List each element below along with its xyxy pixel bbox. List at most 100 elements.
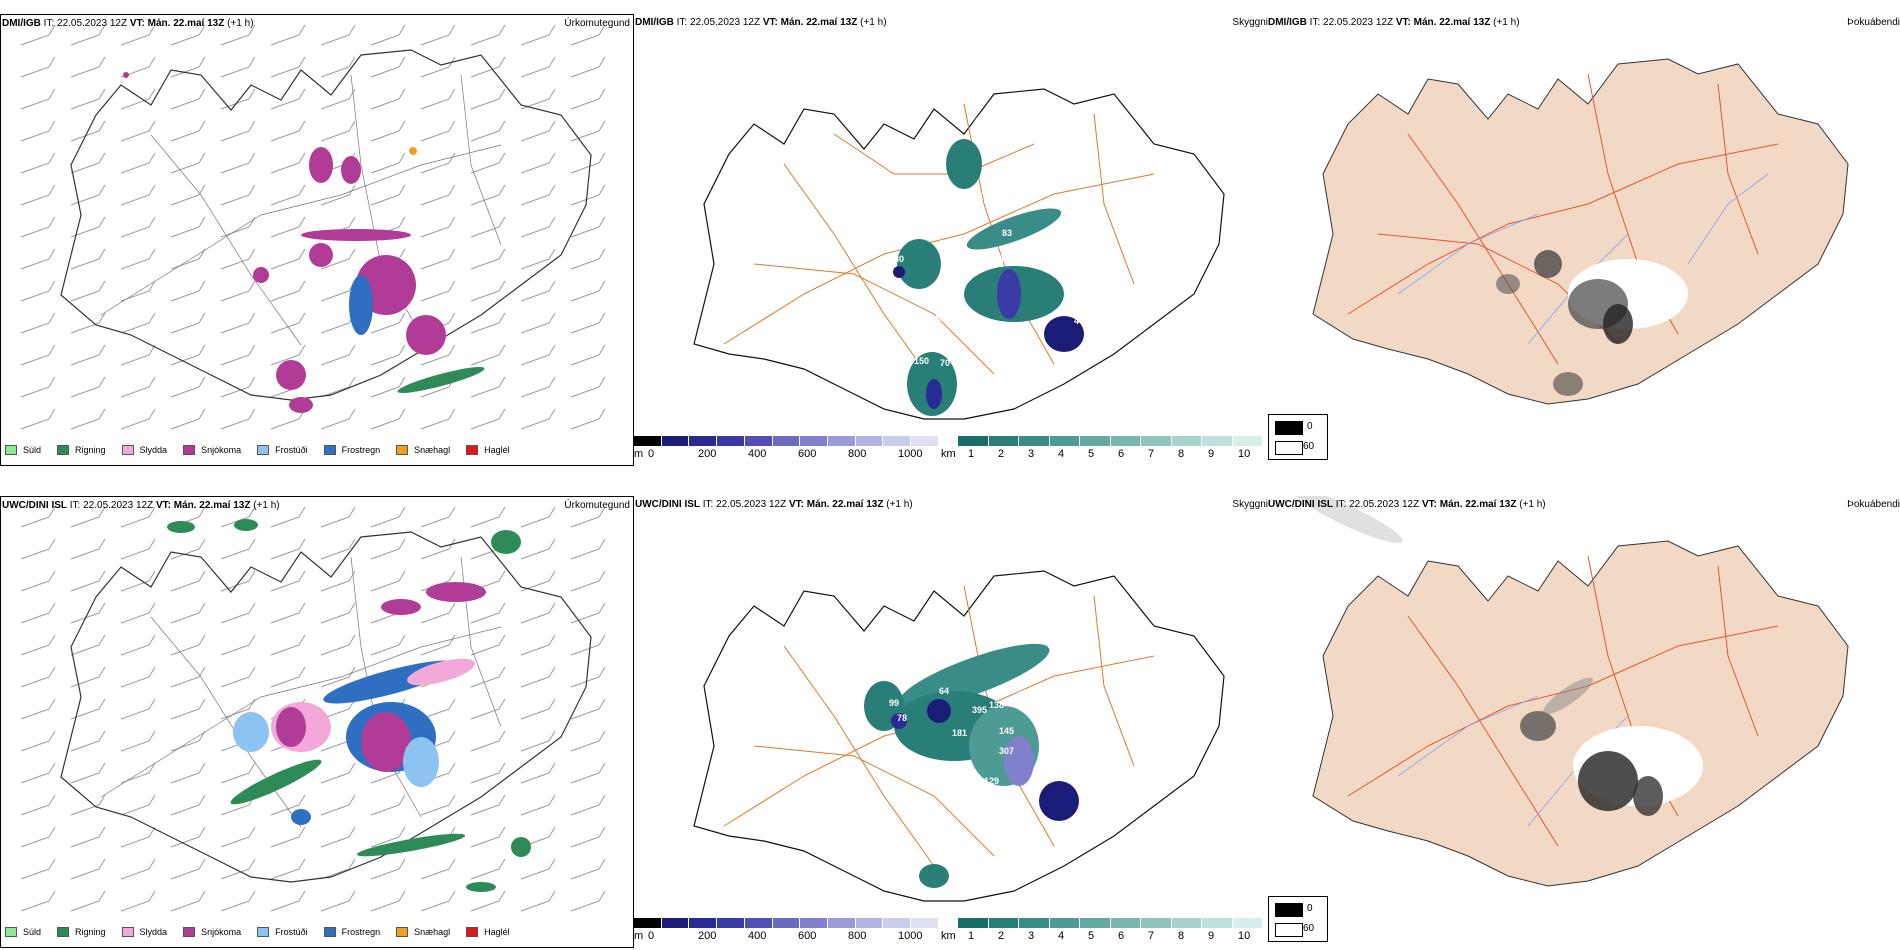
wind-barb bbox=[470, 88, 506, 110]
wind-barb bbox=[170, 762, 206, 784]
wind-barb bbox=[120, 408, 156, 430]
wind-barb bbox=[370, 570, 406, 592]
wind-barb bbox=[170, 826, 206, 848]
wind-barb bbox=[370, 506, 406, 528]
visibility-value: 113 bbox=[916, 336, 931, 346]
wind-barb bbox=[370, 24, 406, 46]
wind-barb bbox=[220, 538, 256, 560]
wind-barb bbox=[520, 858, 556, 880]
colorbar-tick: 7 bbox=[1148, 448, 1155, 460]
wind-barb bbox=[70, 794, 106, 816]
colorbar-tick: 800 bbox=[848, 448, 867, 460]
wind-barb bbox=[370, 344, 406, 366]
wind-barb bbox=[120, 24, 156, 46]
valid-time: Mán. 22.maí 13Z bbox=[173, 500, 251, 511]
wind-barb bbox=[370, 88, 406, 110]
wind-barb bbox=[570, 762, 606, 784]
wind-barb bbox=[170, 666, 206, 688]
wind-barb bbox=[570, 602, 606, 624]
visibility-value: 81 bbox=[976, 186, 986, 196]
wind-barb bbox=[470, 216, 506, 238]
wind-barb bbox=[370, 890, 406, 912]
wind-barb bbox=[370, 184, 406, 206]
colorbar-segment bbox=[661, 436, 690, 446]
legend-swatch bbox=[183, 927, 196, 937]
wind-barb bbox=[20, 152, 56, 174]
wind-barb bbox=[20, 408, 56, 430]
wind-barb bbox=[170, 698, 206, 720]
wind-barb bbox=[570, 538, 606, 560]
wind-barb bbox=[320, 24, 356, 46]
wind-barb bbox=[220, 506, 256, 528]
wind-barb bbox=[220, 88, 256, 110]
visibility-value: 328 bbox=[989, 254, 1004, 264]
wind-barb bbox=[220, 376, 256, 398]
precip-legend: Súld Rigning Slydda Snjókoma Frostúði Frostre… bbox=[5, 445, 526, 455]
lead-time: (+1 h) bbox=[227, 18, 254, 29]
wind-barb bbox=[20, 602, 56, 624]
colorbar-tick: 4 bbox=[1058, 930, 1065, 942]
visibility-labels: 99 64 78 138 159 180 395 145 307 129 13 181 bbox=[889, 656, 1059, 880]
wind-barb bbox=[470, 666, 506, 688]
wind-barb bbox=[20, 344, 56, 366]
wind-barb bbox=[420, 890, 456, 912]
wind-barb bbox=[70, 698, 106, 720]
wind-barb bbox=[20, 88, 56, 110]
wind-barb bbox=[320, 248, 356, 270]
visibility-value: 37 bbox=[882, 242, 892, 252]
wind-barb bbox=[570, 698, 606, 720]
fog-legend: 0 60 bbox=[1268, 896, 1328, 942]
wind-barb bbox=[220, 890, 256, 912]
visibility-value: 78 bbox=[897, 713, 907, 723]
wind-barb bbox=[470, 24, 506, 46]
wind-barb bbox=[470, 506, 506, 528]
fog-high-label: 0 bbox=[1307, 903, 1313, 914]
valid-label: VT: bbox=[1421, 499, 1437, 510]
colorbar-segment bbox=[855, 918, 884, 928]
visibility-km-colorbar bbox=[958, 918, 1263, 928]
colorbar-tick: 9 bbox=[1208, 930, 1215, 942]
wind-barb bbox=[220, 826, 256, 848]
wind-barb bbox=[220, 120, 256, 142]
wind-barb bbox=[570, 634, 606, 656]
model-name: UWC/DINI ISL bbox=[2, 500, 67, 511]
legend-item: Rigning bbox=[57, 927, 106, 937]
colorbar-tick: 7 bbox=[1148, 930, 1155, 942]
wind-barb bbox=[20, 312, 56, 334]
legend-swatch bbox=[57, 927, 70, 937]
wind-barb bbox=[420, 56, 456, 78]
wind-barb bbox=[70, 408, 106, 430]
colorbar-tick: 1000 bbox=[898, 930, 923, 942]
top-fog-map bbox=[1312, 58, 1849, 405]
legend-item: Frostúði bbox=[257, 445, 308, 455]
visibility-value: 181 bbox=[952, 728, 967, 738]
wind-barb bbox=[320, 794, 356, 816]
legend-label: Slydda bbox=[139, 927, 168, 937]
wind-barb bbox=[270, 890, 306, 912]
colorbar-segment bbox=[1049, 436, 1080, 446]
unit-m: m bbox=[634, 930, 644, 942]
legend-item: Slydda bbox=[121, 445, 168, 455]
colorbar-segment bbox=[772, 918, 801, 928]
wind-barb bbox=[270, 184, 306, 206]
visibility-areas bbox=[893, 139, 1084, 416]
wind-barb bbox=[70, 344, 106, 366]
legend-item: Frostúði bbox=[257, 927, 308, 937]
legend-label: Slydda bbox=[139, 445, 168, 455]
precip-legend: Súld Rigning Slydda Snjókoma Frostúði Frostre… bbox=[5, 927, 526, 937]
wind-barb bbox=[270, 88, 306, 110]
wind-barb bbox=[170, 570, 206, 592]
colorbar-tick: 9 bbox=[1208, 448, 1215, 460]
wind-barb bbox=[570, 216, 606, 238]
wind-barb bbox=[70, 826, 106, 848]
wind-barb bbox=[320, 376, 356, 398]
wind-barb bbox=[270, 312, 306, 334]
wind-barb bbox=[70, 88, 106, 110]
wind-barbs bbox=[20, 24, 606, 430]
legend-item: Haglél bbox=[466, 927, 510, 937]
wind-barb bbox=[520, 762, 556, 784]
legend-label: Rigning bbox=[75, 445, 106, 455]
wind-barb bbox=[120, 858, 156, 880]
wind-barb bbox=[320, 408, 356, 430]
wind-barb bbox=[570, 666, 606, 688]
